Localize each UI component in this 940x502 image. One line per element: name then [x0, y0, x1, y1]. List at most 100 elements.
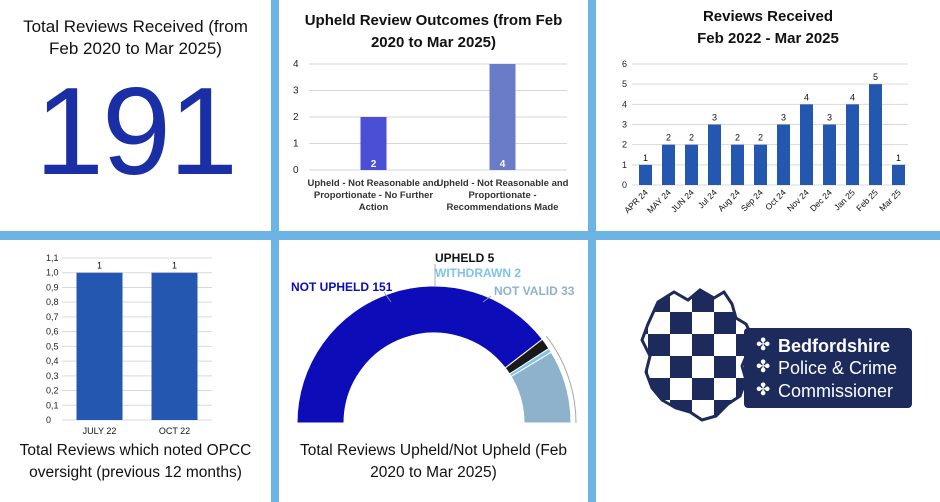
monthly-bar [823, 124, 836, 185]
total-reviews-value: 191 [35, 63, 238, 201]
gauge-slice [296, 285, 544, 424]
monthly-y-tick: 2 [622, 140, 627, 150]
monthly-bar [777, 124, 790, 185]
opcc-x-label: JULY 22 [83, 426, 117, 436]
monthly-bar [869, 84, 882, 185]
opcc-y-tick: 0,8 [46, 297, 59, 307]
upheld-y-tick: 0 [293, 165, 299, 176]
total-reviews-title: Total Reviews Received (from Feb 2020 to… [23, 17, 248, 58]
logo-panel: ✤ ✤ ✤ Bedfordshire Police & Crime Commis… [596, 240, 940, 502]
monthly-x-label: MAY 24 [645, 187, 673, 215]
gauge-outline-arc [545, 335, 577, 424]
opcc-y-tick: 0,2 [46, 386, 59, 396]
upheld-x-label: Proportionate - [468, 190, 536, 201]
monthly-data-label: 1 [643, 153, 648, 163]
opcc-y-tick: 0,3 [46, 371, 59, 381]
upheld-y-tick: 2 [293, 112, 299, 123]
opcc-y-tick: 0,1 [46, 400, 59, 410]
gauge-slice [510, 351, 572, 424]
monthly-bar [800, 104, 813, 185]
divider-vertical-left [271, 0, 279, 502]
monthly-x-label: Dec 24 [808, 187, 834, 213]
gauge-panel: NOT UPHELD 151 UPHELD 5 WITHDRAWN 2 NOT VAL… [279, 240, 588, 502]
opcc-x-label: OCT 22 [159, 426, 190, 436]
upheld-x-label: Proportionate - No Further [314, 190, 434, 201]
monthly-bar [846, 104, 859, 185]
monthly-y-tick: 5 [622, 79, 627, 89]
logo-line-1: Bedfordshire [778, 336, 890, 356]
upheld-y-tick: 1 [293, 139, 299, 150]
opcc-y-tick: 1,0 [46, 268, 59, 278]
upheld-bar [360, 117, 387, 170]
monthly-y-tick: 3 [622, 120, 627, 130]
upheld-x-label: Upheld - Not Reasonable and [308, 178, 440, 189]
monthly-x-label: Nov 24 [785, 187, 811, 213]
opcc-data-label: 1 [97, 261, 102, 271]
opcc-y-tick: 0,6 [46, 327, 59, 337]
gauge-title: Total Reviews Upheld/Not Upheld (Feb 202… [299, 442, 568, 481]
monthly-data-label: 3 [827, 113, 832, 123]
upheld-outcomes-panel: Upheld Review Outcomes (from Feb 2020 to… [279, 0, 588, 231]
gauge-leader-line [482, 295, 492, 303]
bedfordshire-pcc-logo: ✤ ✤ ✤ Bedfordshire Police & Crime Commis… [640, 288, 912, 422]
monthly-bar [731, 144, 744, 185]
upheld-data-label: 4 [500, 159, 506, 170]
monthly-reviews-panel: Reviews Received Feb 2022 - Mar 2025 0 1 2… [596, 0, 940, 231]
gauge-slice-label: UPHELD 5 [435, 251, 495, 265]
logo-line-2: Police & Crime [778, 358, 897, 378]
monthly-y-tick: 1 [622, 160, 627, 170]
upheld-y-tick: 4 [293, 59, 299, 70]
divider-vertical-right [588, 0, 596, 502]
upheld-x-label: Action [359, 202, 389, 213]
logo-name-box [744, 328, 912, 408]
monthly-y-tick: 4 [622, 99, 627, 109]
divider-horizontal [0, 231, 940, 240]
upheld-y-tick: 3 [293, 86, 299, 97]
logo-shell-icon-3: ✤ [756, 380, 770, 399]
monthly-data-label: 5 [873, 72, 878, 82]
opcc-y-tick: 0,7 [46, 312, 59, 322]
upheld-data-label: 2 [371, 159, 377, 170]
monthly-data-label: 4 [850, 92, 855, 102]
monthly-bar [708, 124, 721, 185]
monthly-x-label: JUN 24 [669, 187, 696, 214]
monthly-bar [685, 144, 698, 185]
monthly-x-label: Aug 24 [716, 187, 742, 213]
gauge-slice-label: NOT UPHELD 151 [291, 280, 393, 294]
logo-line-3: Commissioner [778, 381, 893, 401]
monthly-data-label: 2 [666, 133, 671, 143]
opcc-y-tick: 0,4 [46, 356, 59, 366]
opcc-chart: 0 0,1 0,2 0,3 0,4 0,5 0,6 0,7 0,8 0,9 1,0 1,1 1 JULY … [46, 253, 212, 436]
monthly-data-label: 3 [712, 113, 717, 123]
gauge-slice-label: WITHDRAWN 2 [435, 266, 521, 280]
monthly-bar [754, 144, 767, 185]
opcc-title: Total Reviews which noted OPCC oversight… [19, 442, 252, 481]
upheld-outcomes-title: Upheld Review Outcomes (from Feb 2020 to… [304, 12, 563, 51]
monthly-data-label: 2 [758, 133, 763, 143]
monthly-x-label: Oct 24 [763, 187, 788, 212]
opcc-data-label: 1 [172, 261, 177, 271]
upheld-x-label: Upheld - Not Reasonable and [437, 178, 569, 189]
gauge-leader-line [383, 291, 392, 303]
opcc-y-tick: 1,1 [46, 253, 59, 263]
opcc-bar [76, 272, 123, 420]
total-reviews-panel: Total Reviews Received (from Feb 2020 to… [0, 0, 271, 231]
monthly-y-tick: 0 [622, 180, 627, 190]
monthly-x-label: Sep 24 [739, 187, 765, 213]
logo-shell-icon-2: ✤ [756, 357, 770, 376]
monthly-y-tick: 6 [622, 59, 627, 69]
upheld-bar [489, 64, 516, 170]
opcc-y-tick: 0,5 [46, 341, 59, 351]
upheld-x-label: Recommendations Made [447, 202, 559, 213]
monthly-data-label: 2 [689, 133, 694, 143]
gauge-slice-label: NOT VALID 33 [494, 284, 575, 298]
monthly-reviews-title-line2: Feb 2022 - Mar 2025 [697, 30, 839, 47]
monthly-data-label: 1 [896, 153, 901, 163]
opcc-bar [151, 272, 198, 420]
monthly-reviews-title-line1: Reviews Received [702, 8, 834, 25]
monthly-bar [639, 164, 652, 185]
monthly-x-label: Feb 25 [854, 187, 880, 213]
